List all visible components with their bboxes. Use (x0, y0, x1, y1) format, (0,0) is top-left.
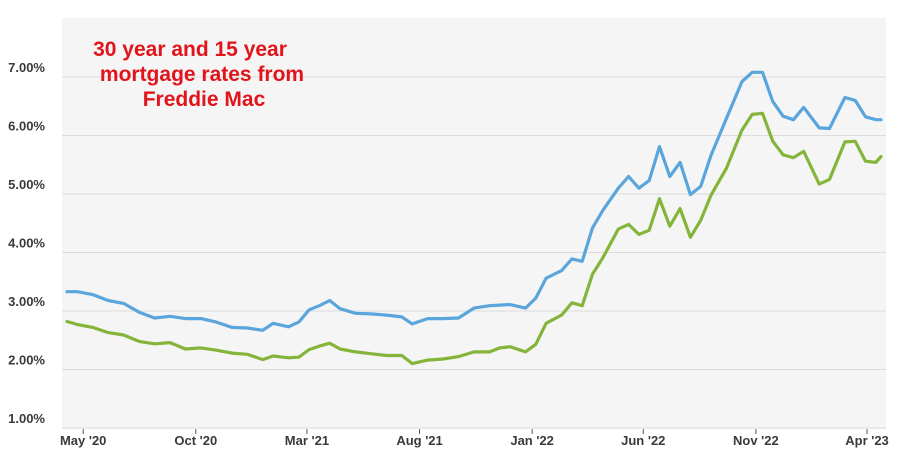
x-tick-label: Oct '20 (174, 433, 217, 448)
y-tick-label: 5.00% (8, 177, 45, 192)
series-lines (65, 70, 883, 366)
y-tick-label: 6.00% (8, 119, 45, 134)
series-line-15-year (65, 111, 883, 366)
chart-title: 30 year and 15 year mortgage rates from … (93, 38, 304, 111)
x-tick-label: Nov '22 (733, 433, 779, 448)
y-tick-label: 7.00% (8, 60, 45, 75)
y-tick-label: 2.00% (8, 353, 45, 368)
x-tick-label: Mar '21 (285, 433, 329, 448)
x-tick-label: May '20 (60, 433, 106, 448)
chart-title-line-2: mortgage rates from (100, 63, 304, 86)
y-tick-label: 1.00% (8, 411, 45, 426)
x-axis-tick-labels: May '20 Oct '20 Mar '21 Aug '21 Jan '22 Jun '… (60, 429, 889, 448)
series-line-30-year (65, 70, 883, 332)
x-tick-label: Apr '23 (845, 433, 889, 448)
y-axis-tick-labels: 1.00% 2.00% 3.00% 4.00% 5.00% 6.00% 7.00% (8, 60, 45, 426)
x-tick-label: Jun '22 (621, 433, 665, 448)
y-tick-label: 4.00% (8, 236, 45, 251)
x-tick-label: Aug '21 (396, 433, 442, 448)
x-tick-label: Jan '22 (510, 433, 554, 448)
chart-title-line-1: 30 year and 15 year (93, 38, 287, 61)
plot-background (62, 18, 886, 429)
chart-title-line-3: Freddie Mac (143, 88, 266, 111)
y-tick-label: 3.00% (8, 294, 45, 309)
